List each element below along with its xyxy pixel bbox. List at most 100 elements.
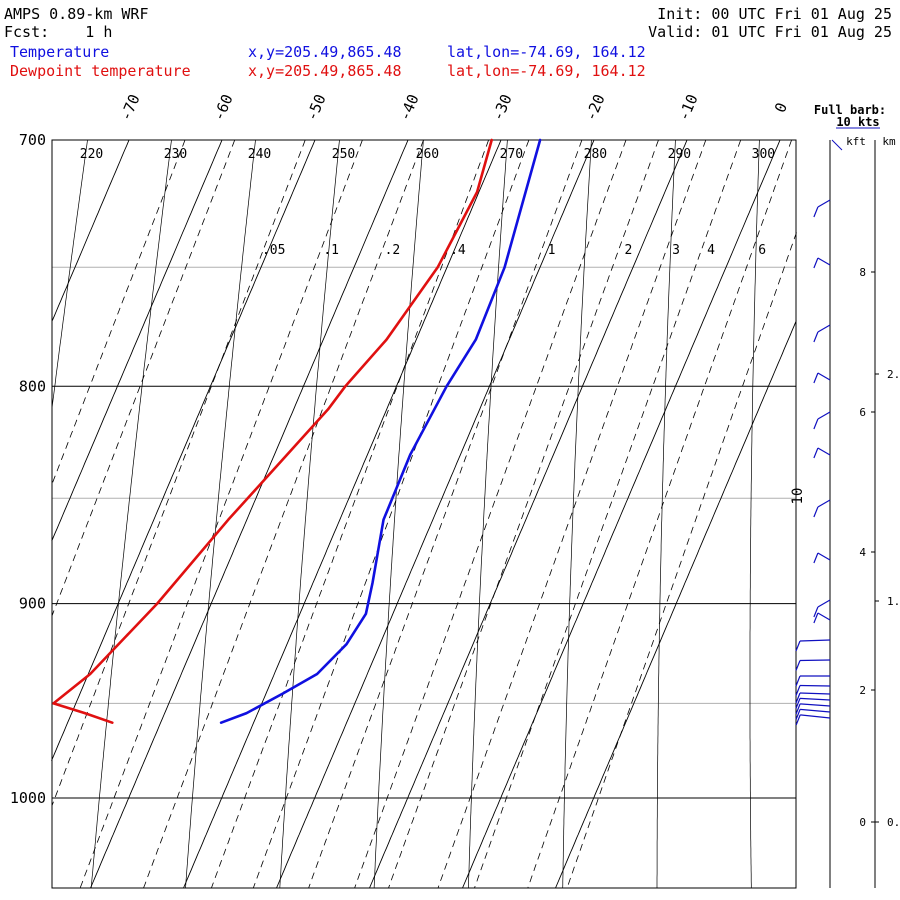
isotherm-label: -70 <box>117 92 144 124</box>
mixing-ratio-label: .1 <box>323 243 339 258</box>
isobars <box>52 139 796 799</box>
wind-barb-staff <box>817 199 831 208</box>
kft-tick-label: 2 <box>859 684 866 697</box>
dewpoint-profile-line <box>52 138 494 725</box>
isotherm-label: -10 <box>675 92 702 124</box>
mixing-ratio-line <box>474 139 742 889</box>
wind-barb-flag <box>795 640 801 652</box>
km-tick-label: 2. <box>887 368 900 381</box>
mixing-ratio-line <box>211 139 489 889</box>
km-tick-label: 0. <box>887 816 900 829</box>
mixing-ratio-line <box>308 139 583 889</box>
wind-barb-flag <box>813 552 819 564</box>
mixing-ratio-label: .2 <box>385 243 401 258</box>
wind-barb-staff <box>817 499 831 508</box>
wind-barb-flag <box>813 612 819 624</box>
dry-adiabat-line <box>468 139 508 889</box>
wind-barb-flag <box>795 660 801 671</box>
dry-adiabat-line <box>51 139 88 410</box>
wind-barb-staff <box>800 714 831 719</box>
wind-panel: Full barb:10 kts kft km 8 6 4 2 0 2. 1. 0. 10 <box>790 103 900 888</box>
wind-barb-staff <box>799 639 831 642</box>
barb-legend-title: Full barb: <box>814 103 886 117</box>
pressure-label: 900 <box>19 595 46 613</box>
isotherm-label: -40 <box>396 92 423 124</box>
isotherm-line <box>555 320 797 889</box>
mixing-ratio-line <box>527 139 792 889</box>
mixing-ratio-line <box>354 139 627 889</box>
kft-label: kft <box>846 135 866 148</box>
wind-barb-staff <box>799 659 831 662</box>
wind-barb-flag <box>813 506 819 518</box>
isotherm-line <box>183 139 502 889</box>
theta-label: 290 <box>668 147 691 162</box>
mixing-ratio-line <box>51 139 306 806</box>
dewpoint-lat-lon: lat,lon=-74.69, 164.12 <box>447 62 646 80</box>
dry-adiabat-line <box>373 139 424 889</box>
minor-isobars <box>52 266 796 704</box>
mixing-ratio-label: 3 <box>672 243 680 258</box>
mixing-ratio-line <box>51 139 236 617</box>
barb-legend-speed: 10 kts <box>836 115 879 129</box>
temperature-profile-line <box>219 138 542 725</box>
theta-label: 300 <box>752 147 775 162</box>
isotherm-line <box>276 139 595 889</box>
isotherm-label: -60 <box>210 92 237 124</box>
theta-label: 270 <box>500 147 523 162</box>
isotherm-line <box>51 139 223 542</box>
theta-label: 230 <box>164 147 187 162</box>
mixing-ratio-line <box>388 139 659 889</box>
wind-barb-flag <box>795 685 801 696</box>
wind-barb-staff <box>817 599 831 608</box>
theta-label: 250 <box>332 147 355 162</box>
kft-tick-label: 0 <box>859 816 866 829</box>
dewpoint-legend-label: Dewpoint temperature <box>10 62 191 80</box>
model-title: AMPS 0.89-km WRF <box>4 5 149 23</box>
wind-barb-staff <box>800 708 831 713</box>
theta-label: 220 <box>80 147 103 162</box>
wind-barb-flag <box>795 692 801 704</box>
plot-frame <box>51 139 797 889</box>
wind-barb-staff <box>799 692 831 695</box>
wind-barb-flag <box>795 675 801 687</box>
wind-barb-flag <box>813 331 819 343</box>
mixing-ratio-lines <box>51 139 797 889</box>
mixing-ratio-label: 6 <box>758 243 766 258</box>
dewpoint-grid-point: x,y=205.49,865.48 <box>248 62 402 80</box>
wind-barb-flag <box>795 698 801 709</box>
forecast-hour: Fcst: 1 h <box>4 23 113 41</box>
barb-legend-example <box>831 139 843 151</box>
mixing-ratio-label: 2 <box>624 243 632 258</box>
isotherm-label: -50 <box>303 92 330 124</box>
isotherm-line <box>51 139 316 761</box>
km-label: km <box>882 135 896 148</box>
dry-adiabat-line <box>279 139 340 889</box>
wind-barb-flag <box>813 606 819 618</box>
mixing-ratio-line <box>51 139 186 486</box>
wind-barb-staff <box>817 552 831 561</box>
dry-adiabat-line <box>90 139 172 889</box>
temperature-lat-lon: lat,lon=-74.69, 164.12 <box>447 43 646 61</box>
mixing-ratio-label: .4 <box>450 243 466 258</box>
isotherms <box>51 139 797 889</box>
wind-barb-flag <box>795 703 801 715</box>
isotherm-line <box>462 139 781 889</box>
dry-adiabat-line <box>185 139 256 889</box>
wind-barb-staff <box>817 257 831 266</box>
mixing-ratio-line <box>79 139 363 889</box>
mixing-ratio-line <box>566 232 797 889</box>
wind-barb-flag <box>813 372 819 384</box>
sounding-series <box>52 138 542 725</box>
kft-tick-label: 4 <box>859 546 866 559</box>
dry-adiabat-line <box>656 139 676 888</box>
isotherm-label: -30 <box>489 92 516 124</box>
isotherm-line <box>369 139 688 889</box>
isotherm-10-label: 10 <box>790 488 806 505</box>
dry-adiabat-line <box>562 139 592 889</box>
mixing-ratio-label: 4 <box>707 243 715 258</box>
valid-time: Valid: 01 UTC Fri 01 Aug 25 <box>648 23 892 41</box>
isotherm-line <box>51 139 130 321</box>
mixing-ratio-label: .05 <box>262 243 285 258</box>
temperature-grid-point: x,y=205.49,865.48 <box>248 43 402 61</box>
